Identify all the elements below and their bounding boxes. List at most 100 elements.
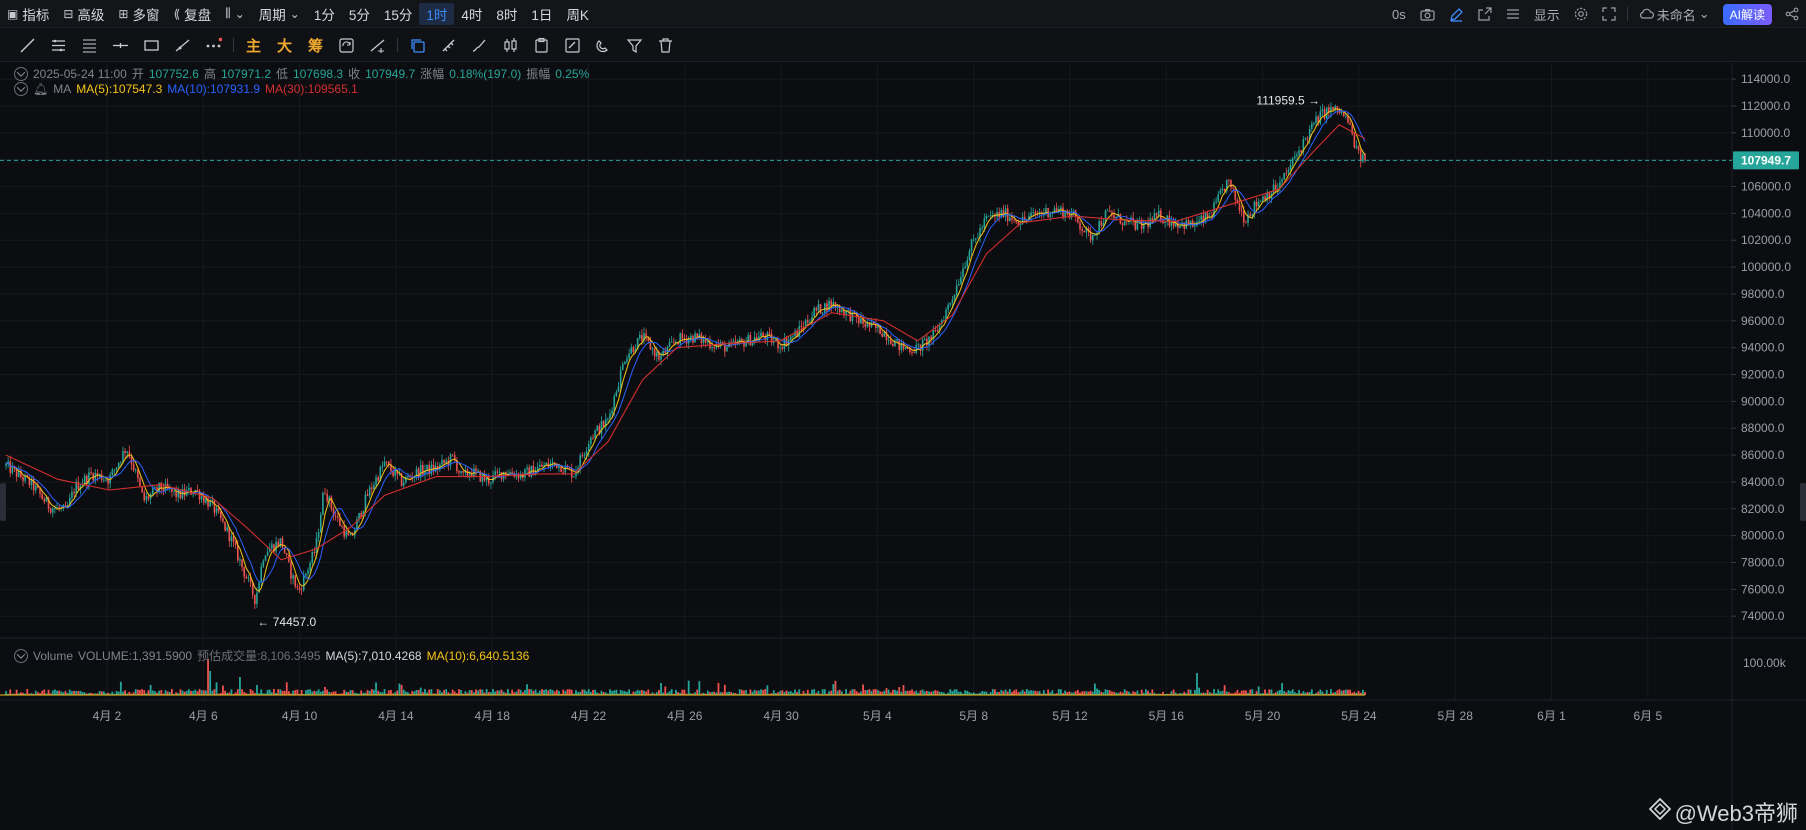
candle-body: [881, 334, 884, 337]
candle-body: [1342, 111, 1345, 117]
volume-bar: [332, 691, 335, 695]
magnet-tool[interactable]: [588, 29, 619, 62]
fib-tool[interactable]: [74, 29, 105, 62]
candle-body: [1143, 223, 1145, 229]
main-chart-toggle[interactable]: 主: [245, 37, 261, 55]
volume-bar: [1240, 690, 1243, 695]
volume-bar: [936, 690, 939, 695]
display-button[interactable]: 显示: [1533, 7, 1560, 23]
layout-dropdown[interactable]: 未命名 ⌄: [1632, 5, 1717, 24]
divider: [1626, 7, 1628, 21]
candle-body: [96, 473, 99, 476]
volume-bar: [730, 691, 733, 695]
candle-body: [285, 553, 288, 556]
interval-1m[interactable]: 1分: [313, 7, 335, 23]
candle-body: [1191, 220, 1194, 227]
interval-1w[interactable]: 周K: [566, 7, 589, 23]
volume-bar: [400, 684, 403, 695]
ray-tool[interactable]: [167, 29, 198, 62]
camera-icon[interactable]: [1413, 8, 1442, 21]
left-panel-handle[interactable]: [0, 483, 6, 521]
share-icon[interactable]: [1778, 7, 1806, 21]
interval-5m[interactable]: 5分: [348, 7, 370, 23]
interval-4h[interactable]: 4时: [461, 7, 483, 23]
note-tool[interactable]: [557, 29, 588, 62]
candle-body: [490, 482, 492, 484]
right-panel-handle[interactable]: [1800, 483, 1806, 521]
interval-1d[interactable]: 1日: [531, 7, 553, 23]
eye-icon[interactable]: [14, 82, 28, 96]
bell-icon[interactable]: 🔔︎: [33, 82, 49, 96]
y-tick-label: 94000.0: [1741, 341, 1785, 355]
volume-bar: [594, 689, 597, 695]
list-icon[interactable]: [1499, 8, 1527, 20]
volume-bar: [541, 689, 543, 695]
more-tools[interactable]: [198, 29, 229, 62]
volume-bar: [328, 691, 331, 695]
ai-interpret-button[interactable]: AI解读: [1722, 3, 1772, 25]
volume-bar: [49, 693, 52, 695]
ma30-line: [5, 124, 1366, 561]
volume-bar: [551, 690, 554, 695]
replay-button[interactable]: ⟪ 复盘: [166, 0, 218, 28]
ruler-tool[interactable]: [433, 29, 464, 62]
candle-body: [932, 330, 935, 339]
volume-bar: [1074, 691, 1077, 695]
volume-bar: [436, 689, 439, 695]
delete-tool[interactable]: [650, 29, 681, 62]
eye-icon[interactable]: [14, 648, 28, 663]
volume-bar: [1013, 690, 1015, 695]
parallel-channel-tool[interactable]: [43, 29, 74, 62]
candle-body: [892, 344, 894, 347]
filter-tool[interactable]: [619, 29, 650, 62]
trend-line-tool[interactable]: [12, 29, 43, 62]
candle-body: [273, 544, 275, 552]
volume-bar: [1081, 691, 1084, 695]
popout-icon[interactable]: [1471, 7, 1499, 21]
advanced-button[interactable]: ⊟ 高级: [56, 0, 111, 28]
refresh-tool[interactable]: [331, 29, 362, 62]
chart-area[interactable]: 114000.0112000.0110000.0108000.0106000.0…: [0, 63, 1806, 830]
volume-bar: [772, 690, 775, 695]
horizontal-line-tool[interactable]: [105, 29, 136, 62]
rectangle-tool[interactable]: [136, 29, 167, 62]
chip-distribution-toggle[interactable]: 筹: [307, 37, 323, 55]
indicator-button[interactable]: ▣ 指标: [0, 0, 56, 28]
large-order-toggle[interactable]: 大: [276, 37, 292, 55]
volume-bar: [209, 671, 212, 695]
pen-icon[interactable]: [1442, 7, 1471, 22]
volume-bar: [1159, 693, 1162, 695]
candle-body: [224, 521, 226, 531]
volume-bar: [962, 693, 964, 695]
hide-drawings-tool[interactable]: [362, 29, 393, 62]
interval-8h[interactable]: 8时: [496, 7, 518, 23]
volume-bar: [651, 692, 654, 695]
eye-icon[interactable]: [14, 66, 28, 81]
volume-bar: [460, 690, 463, 695]
candle-body: [879, 325, 881, 335]
interval-1h[interactable]: 1时: [419, 2, 455, 25]
candle-body: [541, 464, 543, 467]
period-dropdown[interactable]: 周期 ⌄: [252, 0, 307, 28]
price-chart[interactable]: 114000.0112000.0110000.0108000.0106000.0…: [0, 63, 1806, 830]
settings-gear-icon[interactable]: [1567, 7, 1595, 21]
interval-15m[interactable]: 15分: [383, 7, 413, 23]
candle-body: [328, 496, 331, 502]
volume-bar: [1281, 683, 1283, 695]
clipboard-tool[interactable]: [526, 29, 557, 62]
candle-tool[interactable]: [495, 29, 526, 62]
volume-bar: [1151, 689, 1154, 695]
candle-body: [5, 463, 7, 466]
volume-bar: [277, 689, 280, 695]
volume-bar: [1353, 691, 1356, 695]
volume-bar: [236, 689, 239, 695]
candle-type-button[interactable]: ⫼ ⌄: [218, 0, 252, 28]
estimated-volume: 预估成交量:8,106.3495: [197, 649, 321, 663]
volume-bar: [923, 691, 926, 695]
fullscreen-icon[interactable]: [1595, 7, 1623, 21]
x-tick-label: 4月 22: [571, 709, 607, 723]
brush-tool[interactable]: [464, 29, 495, 62]
multi-window-button[interactable]: ⊞ 多窗: [111, 0, 166, 28]
candle-body: [889, 339, 892, 345]
copy-tool[interactable]: [402, 29, 433, 62]
